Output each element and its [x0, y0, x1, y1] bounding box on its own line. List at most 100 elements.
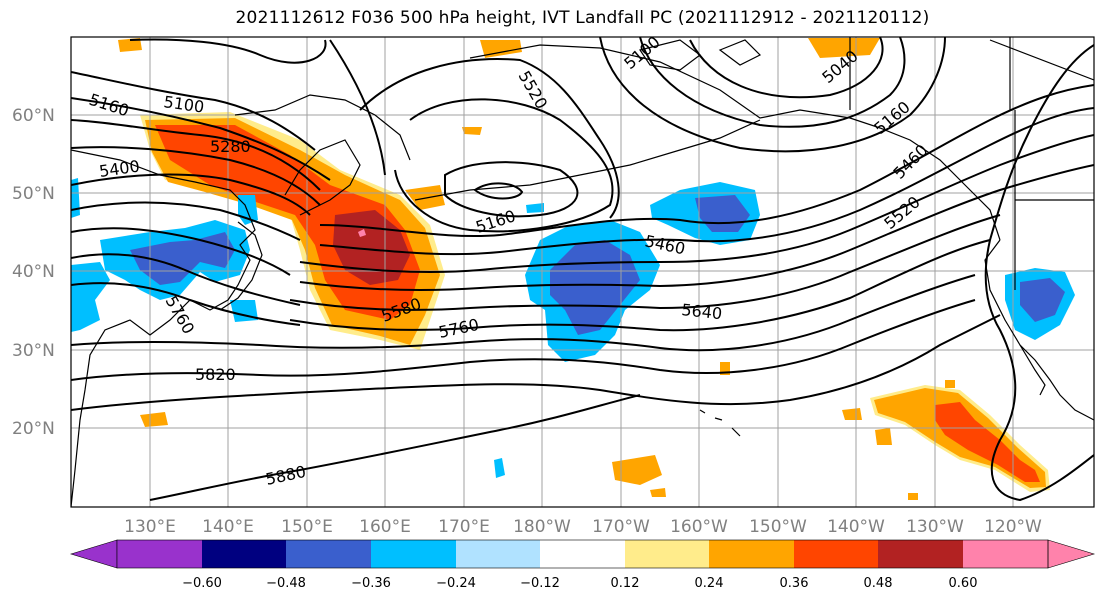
positive-anomaly-region — [333, 210, 410, 285]
baja-coastline — [1019, 344, 1046, 396]
contour-line — [473, 182, 524, 200]
negative-anomaly-region — [494, 458, 505, 478]
contour-line — [71, 314, 1001, 411]
positive-anomaly-region — [140, 412, 168, 427]
contour-line — [299, 134, 1094, 273]
lat-label: 30°N — [12, 341, 55, 361]
contour-label: 5280 — [210, 137, 251, 156]
map-frame — [70, 36, 1095, 508]
positive-anomaly-region — [935, 402, 1040, 482]
contour-line — [71, 146, 321, 206]
north-america-coastline — [984, 239, 1094, 421]
colorbar-tick-label: −0.12 — [520, 576, 560, 591]
colorbar-segment — [286, 540, 371, 568]
colorbar-tick-label: 0.12 — [611, 576, 640, 591]
positive-anomaly-region — [650, 488, 666, 497]
positive-anomaly-region — [875, 428, 892, 445]
colorbar-segment — [625, 540, 709, 568]
lon-label: 180°W — [513, 517, 571, 537]
positive-anomaly-region — [118, 38, 142, 52]
contour-label: 5820 — [195, 365, 236, 384]
colorbar-tick-label: −0.48 — [266, 576, 306, 591]
contour-line — [289, 239, 991, 332]
contour-line — [71, 201, 301, 241]
colorbar-segment — [117, 540, 202, 568]
positive-anomaly-region — [945, 380, 955, 388]
lat-label: 20°N — [12, 419, 55, 439]
contour-line — [599, 37, 946, 153]
asia-coastline — [71, 149, 256, 507]
lon-label: 140°W — [827, 517, 885, 537]
colorbar-extend-high — [1047, 539, 1096, 569]
contour-line — [319, 107, 1094, 256]
colorbar-segment — [878, 540, 963, 568]
positive-anomaly-region — [405, 185, 445, 210]
contour-line — [394, 98, 614, 233]
colorbar-tick-label: 0.48 — [864, 576, 893, 591]
colorbar-tick-label: −0.36 — [351, 576, 391, 591]
lon-label: 170°E — [438, 517, 490, 537]
negative-anomaly-region — [1020, 278, 1065, 322]
contour-line — [319, 84, 1094, 238]
longitude-labels: 130°E 140°E 150°E 160°E 170°E 180°W 170°… — [124, 517, 1042, 537]
contour-line — [71, 97, 331, 181]
negative-anomaly-region — [71, 262, 110, 332]
colorbar-tick-label: −0.60 — [182, 576, 222, 591]
lon-label: 140°E — [202, 517, 254, 537]
lon-label: 150°W — [749, 517, 807, 537]
colorbar-frame — [116, 539, 1049, 569]
lon-label: 130°W — [906, 517, 964, 537]
positive-anomaly-region — [808, 38, 880, 58]
negative-anomaly-region — [130, 232, 235, 285]
contour-line — [71, 71, 316, 151]
colorbar-segment — [456, 540, 540, 568]
colorbar-tick-label: 0.36 — [780, 576, 809, 591]
contour-line — [71, 173, 311, 216]
lat-label: 50°N — [12, 184, 55, 204]
contour-line — [289, 214, 1001, 311]
height-contours — [71, 37, 1094, 502]
colorbar-segment — [202, 540, 286, 568]
contour-line — [71, 274, 976, 352]
arctic-coastline — [639, 39, 762, 71]
latitude-labels: 60°N 50°N 40°N 30°N 20°N — [12, 106, 55, 439]
contour-line — [639, 37, 906, 128]
contour-line — [299, 164, 1094, 291]
colorbar-segment — [963, 540, 1048, 568]
contour-line — [984, 44, 1094, 502]
lon-label: 120°W — [984, 517, 1042, 537]
lon-label: 130°E — [124, 517, 176, 537]
contour-line — [71, 299, 976, 381]
positive-anomaly-region — [358, 229, 366, 237]
positive-anomaly-region — [842, 408, 862, 420]
lon-label: 160°E — [359, 517, 411, 537]
colorbar-extend-low — [69, 539, 118, 569]
contour-line — [689, 37, 884, 99]
lat-label: 40°N — [12, 262, 55, 282]
colorbar-tick-label: −0.24 — [436, 576, 476, 591]
contour-line — [359, 58, 620, 219]
colorbar-segment — [709, 540, 794, 568]
contour-line — [149, 394, 641, 501]
lat-label: 60°N — [12, 106, 55, 126]
positive-anomaly-region — [612, 455, 662, 485]
hawaii-islands — [699, 409, 741, 437]
contour-line — [444, 161, 579, 218]
lon-label: 150°E — [281, 517, 333, 537]
contour-line — [329, 39, 386, 176]
colorbar-segment — [794, 540, 878, 568]
positive-anomaly-region — [462, 127, 482, 135]
colorbar-tick-label: 0.60 — [949, 576, 978, 591]
contour-line — [71, 119, 321, 191]
kamchatka-coastline — [284, 139, 361, 216]
colorbar-segment — [371, 540, 456, 568]
positive-anomaly-region — [908, 493, 918, 500]
gridlines — [71, 37, 1094, 507]
positive-anomaly-region — [480, 40, 522, 58]
lon-label: 160°W — [670, 517, 728, 537]
contour-line — [71, 253, 301, 306]
colorbar-segment — [540, 540, 625, 568]
contour-line — [71, 282, 301, 326]
negative-anomaly-region — [526, 203, 544, 213]
